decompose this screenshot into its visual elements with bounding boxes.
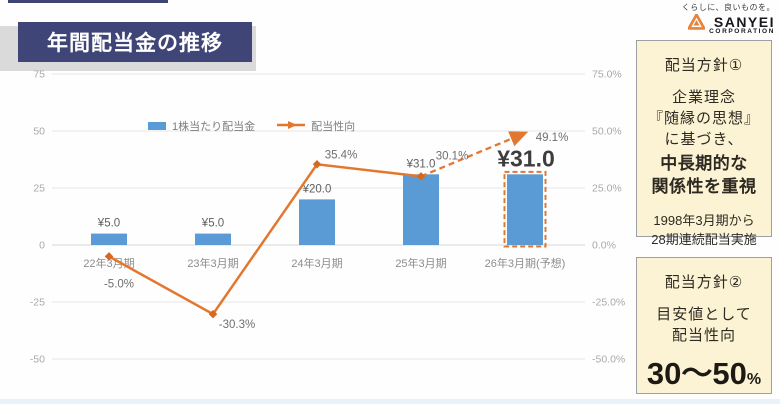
policy-box-2-title: 配当方針②	[664, 274, 744, 291]
page-title: 年間配当金の推移	[18, 22, 252, 62]
bar-series-label: 1株当たり配当金	[172, 121, 256, 133]
payout-range-unit: %	[746, 371, 762, 388]
policy-box-1-bold-line: 中長期的な	[660, 154, 748, 173]
brand-tagline: くらしに、良いものを。	[681, 3, 775, 12]
payout-ratio-label: 49.1%	[536, 132, 569, 144]
policy-box-1-line: に基づき、	[664, 131, 744, 148]
sanyei-logo-icon	[687, 13, 706, 36]
forecast-dividend-label: ¥31.0	[497, 145, 555, 171]
brand-name: SANYEI	[713, 13, 775, 30]
dividend-bar	[507, 174, 543, 245]
policy-box-1-body: 企業理念 『随縁の思想』 に基づき、	[637, 87, 771, 150]
policy-box-1-line: 企業理念	[671, 89, 736, 106]
top-accent-strip	[8, 0, 168, 3]
right-axis-tick: 0.0%	[592, 240, 616, 252]
right-axis-tick: -25.0%	[592, 297, 625, 309]
category-label: 25年3月期	[395, 256, 446, 270]
policy-box-1-note: 1998年3月期から 28期連続配当実施	[637, 211, 771, 249]
payout-ratio-line	[108, 162, 422, 316]
chart-legend: 1株当たり配当金 配当性向	[148, 117, 355, 135]
line-marker	[104, 252, 114, 261]
category-label: 26年3月期(予想)	[485, 256, 566, 270]
payout-ratio-label: -30.3%	[219, 319, 255, 331]
policy-box-2-line: 目安値として	[656, 306, 752, 323]
dividend-bar	[195, 233, 231, 245]
line-marker	[208, 309, 218, 319]
legend-item-payout: 配当性向	[277, 117, 355, 135]
bar-series-swatch	[148, 122, 166, 130]
category-label: 24年3月期	[291, 256, 342, 270]
left-axis-tick: 50	[33, 126, 45, 138]
payout-ratio-label: 30.1%	[436, 150, 469, 162]
dividend-label: ¥5.0	[97, 218, 120, 230]
brand-text: SANYEI CORPORATION	[709, 15, 775, 36]
right-axis-tick: 75.0%	[592, 69, 622, 81]
payout-ratio-forecast-line	[420, 131, 529, 178]
line-marker	[416, 172, 426, 181]
forecast-bar-outline	[503, 170, 547, 248]
dividend-label: ¥31.0	[406, 158, 436, 170]
right-axis-tick: 25.0%	[592, 183, 622, 195]
dividend-bar	[299, 199, 335, 245]
dividend-label: ¥5.0	[201, 218, 224, 230]
right-axis-tick: 50.0%	[592, 126, 622, 138]
brand-row: SANYEI CORPORATION	[595, 13, 775, 36]
category-label: 23年3月期	[187, 256, 238, 270]
payout-ratio-label: -5.0%	[104, 278, 134, 290]
policy-box-1-title: 配当方針①	[664, 57, 744, 74]
left-axis-tick: -25	[30, 297, 45, 309]
category-label: 22年3月期	[83, 256, 134, 270]
payout-target-range: 30〜50%	[637, 348, 771, 393]
right-axis-tick: -50.0%	[592, 354, 625, 366]
dividend-bar	[91, 233, 127, 245]
line-series-swatch	[277, 117, 306, 135]
policy-box-2: 配当方針② 目安値として 配当性向 30〜50%	[636, 257, 772, 394]
policy-box-1-line: 『随縁の思想』	[647, 110, 760, 127]
line-series-label: 配当性向	[311, 121, 356, 133]
policy-box-1-note-line: 1998年3月期から	[653, 213, 755, 228]
legend-item-dividend: 1株当たり配当金	[148, 118, 255, 134]
dividend-bar	[403, 174, 439, 245]
dividend-label: ¥20.0	[302, 183, 332, 195]
brand-subname: CORPORATION	[709, 27, 775, 35]
payout-ratio-label: 35.4%	[325, 149, 358, 161]
policy-box-1-emphasis: 中長期的な 関係性を重視	[637, 152, 771, 198]
bottom-edge-strip	[0, 399, 780, 404]
policy-box-1-bold-line: 関係性を重視	[651, 177, 757, 196]
policy-box-1-note-line: 28期連続配当実施	[651, 232, 757, 247]
policy-box-1: 配当方針① 企業理念 『随縁の思想』 に基づき、 中長期的な 関係性を重視 19…	[636, 40, 772, 247]
line-marker	[312, 160, 322, 169]
policy-box-2-line: 配当性向	[671, 327, 736, 344]
left-axis-tick: -50	[30, 354, 45, 366]
left-axis-tick: 75	[33, 69, 45, 81]
brand-block: くらしに、良いものを。 SANYEI CORPORATION	[595, 2, 775, 36]
left-axis-tick: 25	[33, 183, 45, 195]
payout-range-value: 30〜50	[646, 356, 747, 391]
policy-box-2-body: 目安値として 配当性向	[637, 304, 771, 346]
left-axis-tick: 0	[39, 240, 45, 252]
